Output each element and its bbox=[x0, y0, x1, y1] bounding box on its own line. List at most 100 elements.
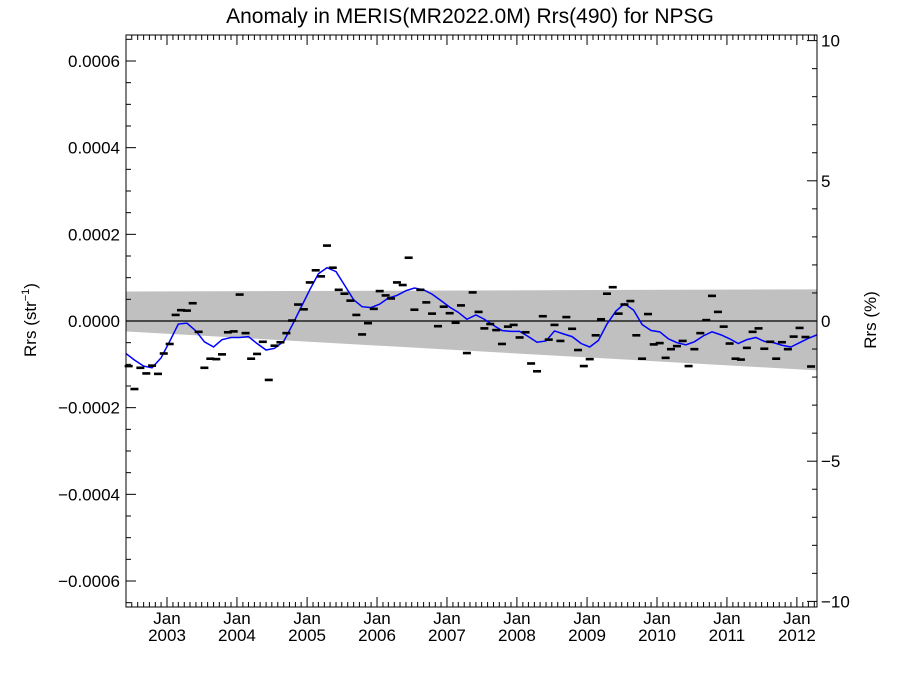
data-point bbox=[346, 299, 355, 302]
data-point bbox=[684, 364, 693, 368]
x-tick-year-label: 2009 bbox=[568, 626, 606, 645]
data-point bbox=[468, 291, 477, 294]
data-point bbox=[229, 330, 238, 333]
left-tick-label: −0.0002 bbox=[58, 399, 120, 418]
data-point bbox=[574, 348, 583, 352]
data-point bbox=[305, 281, 314, 284]
data-point bbox=[200, 366, 209, 370]
data-point bbox=[364, 321, 373, 325]
data-point bbox=[142, 372, 151, 375]
data-point bbox=[801, 335, 810, 339]
data-point bbox=[527, 362, 536, 365]
data-point bbox=[655, 341, 664, 345]
x-tick-month-label: Jan bbox=[643, 609, 670, 628]
data-point bbox=[218, 353, 226, 356]
data-point bbox=[632, 334, 641, 337]
x-tick-month-label: Jan bbox=[293, 609, 320, 628]
data-point bbox=[416, 288, 425, 292]
data-point bbox=[130, 387, 139, 391]
left-axis: 0.0006 0.0004 0.0002 0.0000 −0.0002 −0.0004 −0… bbox=[58, 38, 136, 604]
data-point bbox=[398, 283, 407, 287]
data-point bbox=[247, 357, 256, 360]
data-point bbox=[742, 346, 751, 350]
left-axis-label-main: Rrs (str bbox=[21, 301, 40, 357]
data-point bbox=[568, 327, 577, 331]
data-point bbox=[556, 339, 565, 343]
data-point bbox=[766, 340, 775, 344]
left-axis-label-close: ) bbox=[21, 283, 40, 289]
data-point bbox=[760, 347, 769, 351]
data-point bbox=[124, 364, 133, 368]
x-tick-year-label: 2005 bbox=[288, 626, 326, 645]
data-point bbox=[340, 292, 349, 295]
right-tick-label: 0 bbox=[821, 312, 830, 331]
data-point bbox=[707, 294, 716, 298]
data-point bbox=[807, 365, 816, 368]
left-tick-label: −0.0006 bbox=[58, 572, 120, 591]
data-point bbox=[643, 312, 652, 316]
data-point bbox=[456, 304, 465, 307]
left-axis-label-exponent: −1 bbox=[20, 289, 32, 302]
data-point bbox=[194, 330, 203, 334]
x-tick-year-label: 2011 bbox=[709, 626, 746, 645]
data-point bbox=[165, 342, 174, 346]
data-point bbox=[223, 330, 232, 334]
right-tick-label: −5 bbox=[821, 452, 840, 471]
data-point bbox=[480, 327, 489, 330]
x-tick-year-label: 2012 bbox=[778, 626, 816, 645]
x-tick-month-label: Jan bbox=[153, 609, 180, 628]
data-point bbox=[550, 323, 559, 327]
x-axis: Jan2003Jan2004Jan2005Jan2006Jan2007Jan20… bbox=[125, 35, 816, 645]
data-point bbox=[177, 308, 185, 312]
monthly-points-layer bbox=[124, 244, 816, 391]
right-tick-label: 10 bbox=[821, 32, 840, 51]
data-point bbox=[188, 301, 197, 305]
data-point bbox=[136, 366, 145, 370]
data-point bbox=[334, 288, 343, 292]
data-point bbox=[352, 313, 361, 317]
uncertainty-band bbox=[126, 289, 817, 371]
data-point bbox=[562, 315, 571, 319]
data-point bbox=[317, 275, 326, 278]
data-point bbox=[696, 331, 705, 335]
data-point bbox=[294, 303, 303, 306]
x-tick-month-label: Jan bbox=[363, 609, 390, 628]
smoothed-series-line bbox=[125, 266, 818, 369]
data-point bbox=[678, 339, 687, 343]
data-point bbox=[206, 357, 215, 360]
x-tick-month-label: Jan bbox=[573, 609, 600, 628]
x-tick-year-label: 2003 bbox=[148, 626, 186, 645]
data-point bbox=[690, 347, 699, 351]
data-point bbox=[288, 319, 297, 322]
left-tick-label: 0.0006 bbox=[68, 52, 120, 71]
data-point bbox=[533, 369, 542, 373]
data-point bbox=[154, 372, 162, 376]
uncertainty-band-layer bbox=[126, 289, 817, 371]
data-point bbox=[433, 324, 442, 328]
data-point bbox=[503, 325, 512, 328]
data-point bbox=[713, 310, 722, 314]
x-tick-month-label: Jan bbox=[433, 609, 460, 628]
data-point bbox=[591, 334, 600, 337]
data-point bbox=[725, 342, 734, 345]
data-point bbox=[608, 285, 617, 289]
smoothed-line-layer bbox=[125, 266, 818, 369]
data-point bbox=[445, 311, 454, 315]
data-point bbox=[311, 269, 320, 272]
data-point bbox=[666, 347, 675, 351]
data-point bbox=[369, 307, 378, 311]
data-point bbox=[451, 321, 460, 325]
data-point bbox=[299, 308, 308, 311]
data-point bbox=[515, 336, 524, 339]
data-point bbox=[387, 297, 396, 300]
data-point bbox=[509, 323, 518, 327]
data-point bbox=[783, 347, 792, 351]
data-point bbox=[789, 335, 798, 338]
data-point bbox=[148, 364, 157, 367]
data-point bbox=[661, 356, 670, 360]
data-point bbox=[649, 343, 658, 346]
data-point bbox=[323, 244, 332, 247]
data-point bbox=[375, 289, 384, 293]
data-point bbox=[474, 310, 483, 314]
